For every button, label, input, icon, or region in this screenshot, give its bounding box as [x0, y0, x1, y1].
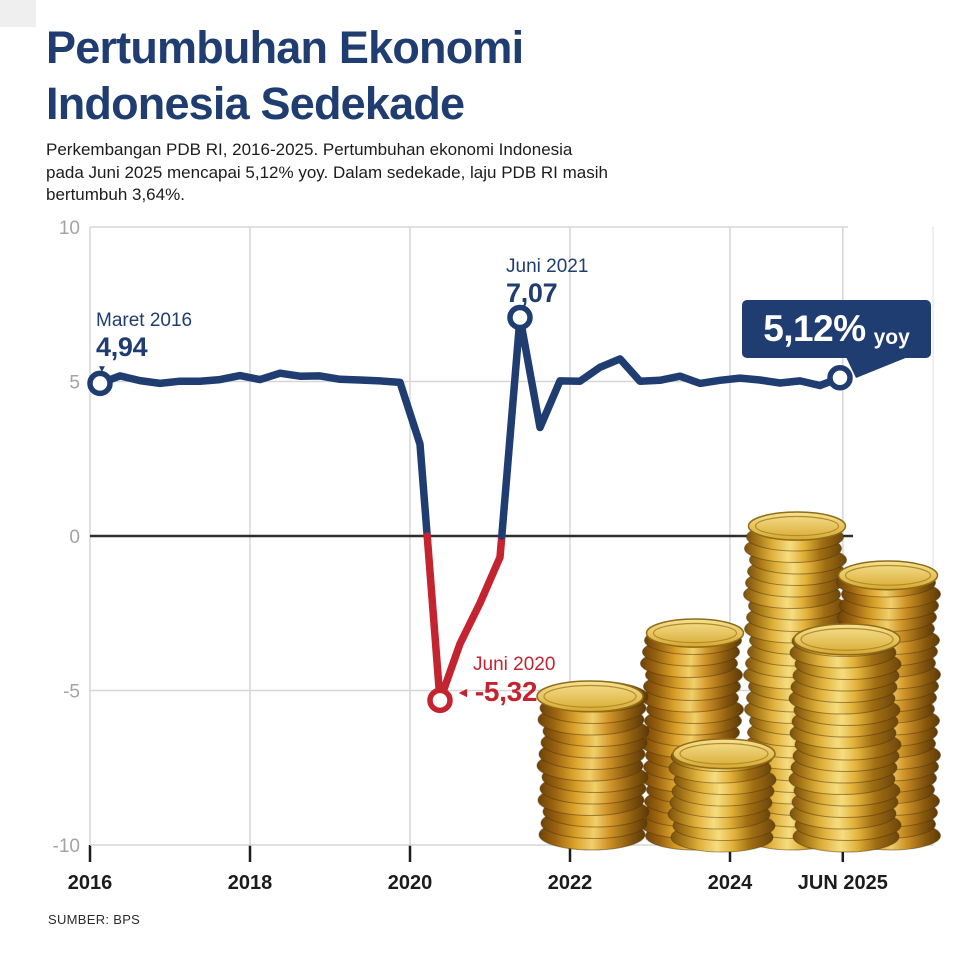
- page-title-line1: Pertumbuhan Ekonomi: [46, 22, 524, 73]
- coin-face-rim: [679, 742, 769, 765]
- gdp-growth-line: [423, 532, 506, 705]
- annotation-trough-row: ◄ -5,32: [456, 676, 555, 708]
- coin-face-rim: [844, 564, 932, 586]
- annotation-peak: Juni 2021 7,07: [506, 256, 588, 309]
- coin-face-rim: [800, 627, 894, 651]
- subtitle-line: bertumbuh 3,64%.: [46, 185, 185, 204]
- page-title-line2: Indonesia Sedekade: [46, 78, 465, 129]
- y-tick-label: -10: [53, 836, 80, 857]
- left-arrow-icon: ◄: [456, 684, 470, 700]
- annotation-start-value: 4,94: [96, 332, 148, 362]
- coin-face-rim: [543, 684, 637, 708]
- coin-stack-top: [793, 623, 901, 656]
- coin-stack-top: [536, 680, 644, 713]
- x-tick-label: 2024: [708, 872, 753, 894]
- annotation-peak-value: 7,07: [506, 278, 558, 308]
- gdp-growth-line: [498, 313, 844, 540]
- annotation-trough: Juni 2020 ◄ -5,32: [456, 654, 555, 708]
- gdp-growth-line: [96, 369, 431, 540]
- x-tick-label: 2018: [228, 872, 273, 894]
- data-point-marker: [827, 365, 853, 391]
- data-point-marker: [427, 687, 453, 714]
- subtitle-line: pada Juni 2025 mencapai 5,12% yoy. Dalam…: [46, 162, 608, 182]
- annotation-start-label: Maret 2016: [96, 310, 193, 331]
- coin-face-rim: [652, 622, 738, 644]
- y-tick-label: 5: [69, 373, 80, 394]
- annotation-trough-value: -5,32: [474, 676, 538, 707]
- annotation-trough-label: Juni 2020: [473, 654, 556, 675]
- corner-artifact: [0, 0, 36, 27]
- latest-value: 5,12%: [763, 308, 866, 349]
- coin-stack-top: [645, 618, 745, 648]
- badge-tail: [846, 357, 908, 378]
- page-subtitle: Perkembangan PDB RI, 2016-2025. Pertumbu…: [46, 139, 608, 207]
- subtitle-line: Perkembangan PDB RI, 2016-2025. Pertumbu…: [46, 140, 573, 159]
- latest-value-badge: 5,12% yoy: [742, 300, 931, 358]
- down-triangle-icon: ▼: [97, 364, 107, 375]
- coin-stack-top: [672, 738, 776, 770]
- annotation-start: Maret 2016 4,94 ▼: [96, 310, 193, 375]
- source-credit: SUMBER: BPS: [48, 912, 141, 927]
- coin-stack-top: [747, 511, 847, 541]
- coin-stack-top: [837, 560, 939, 591]
- y-tick-label: 10: [59, 218, 80, 239]
- page-title: Pertumbuhan Ekonomi Indonesia Sedekade: [46, 20, 524, 132]
- x-tick-label: JUN 2025: [798, 872, 888, 894]
- data-point-marker: [87, 370, 113, 397]
- coin-face-rim: [754, 515, 840, 537]
- annotation-peak-label: Juni 2021: [506, 256, 589, 277]
- data-point-marker: [507, 304, 533, 331]
- x-tick-label: 2016: [68, 872, 113, 894]
- x-tick-label: 2022: [548, 872, 593, 894]
- x-tick-label: 2020: [388, 872, 433, 894]
- latest-value-suffix: yoy: [873, 326, 910, 349]
- y-tick-label: -5: [63, 682, 80, 703]
- y-tick-label: 0: [69, 527, 80, 548]
